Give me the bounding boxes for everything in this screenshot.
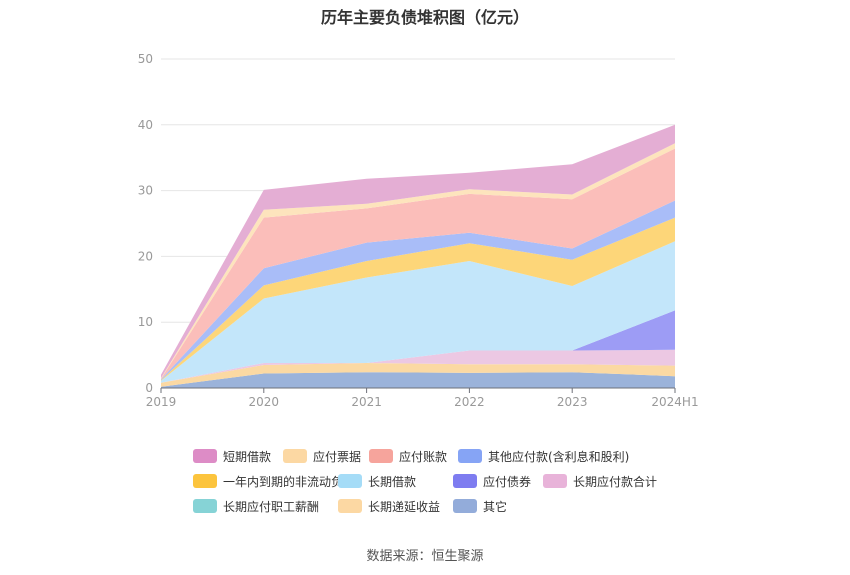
legend-item[interactable]: 应付票据: [283, 448, 361, 464]
area-series-5: [161, 241, 675, 383]
y-tick-label: 10: [138, 315, 153, 329]
legend-swatch: [193, 449, 217, 463]
legend-label: 其他应付款(含利息和股利): [488, 449, 630, 464]
legend-item[interactable]: 长期借款: [338, 473, 416, 489]
legend-label: 长期借款: [368, 474, 417, 489]
y-tick-label: 20: [138, 249, 153, 263]
legend-label: 长期应付职工薪酬: [223, 499, 320, 514]
y-tick-label: 50: [138, 52, 153, 66]
legend-item[interactable]: 短期借款: [193, 448, 271, 464]
x-tick-label: 2020: [249, 395, 280, 409]
legend-item[interactable]: 其它: [453, 498, 507, 514]
legend-label: 长期应付款合计: [573, 474, 658, 489]
legend-swatch: [193, 499, 217, 513]
y-tick-label: 40: [138, 118, 153, 132]
legend-item[interactable]: 应付账款: [369, 448, 447, 464]
x-tick-label: 2021: [351, 395, 382, 409]
legend-swatch: [458, 449, 482, 463]
legend-label: 应付债券: [483, 474, 532, 489]
legend-label: 应付账款: [399, 449, 448, 464]
area-series-10: [161, 124, 675, 379]
area-series-6: [161, 217, 675, 381]
legend-swatch: [453, 474, 477, 488]
legend-label: 应付票据: [313, 449, 362, 464]
area-series-8: [161, 148, 675, 380]
y-tick-label: 0: [145, 381, 153, 395]
legend-label: 短期借款: [223, 449, 272, 464]
axis-layer: 0 10 20 30 40 50 2019 2020 2021 2022 2023 2024H1: [138, 52, 699, 409]
area-series-1: [161, 363, 675, 387]
legend-label: 长期递延收益: [368, 499, 441, 514]
legend-item[interactable]: 一年内到期的非流动负债: [193, 473, 355, 489]
legend-label: 其它: [483, 499, 508, 514]
legend-item[interactable]: 其他应付款(含利息和股利): [458, 448, 629, 464]
x-tick-label: 2024H1: [651, 395, 698, 409]
chart-title: 历年主要负债堆积图（亿元）: [320, 8, 529, 27]
legend-swatch: [193, 474, 217, 488]
area-series-3: [161, 349, 675, 383]
legend-swatch: [543, 474, 567, 488]
x-tick-label: 2019: [146, 395, 177, 409]
legend-swatch: [338, 499, 362, 513]
stacked-area-chart: 0 10 20 30 40 50 2019 2020 2021 2022 2023 2024H1: [138, 52, 699, 409]
legend-item[interactable]: 长期应付职工薪酬: [193, 498, 319, 514]
legend-swatch: [369, 449, 393, 463]
legend-item[interactable]: 长期递延收益: [338, 498, 440, 514]
area-series-0: [161, 372, 675, 388]
area-layer: [161, 124, 675, 388]
x-tick-label: 2022: [454, 395, 485, 409]
legend-label: 一年内到期的非流动负债: [223, 474, 356, 489]
data-source: 数据来源：恒生聚源: [366, 549, 484, 564]
y-tick-label: 30: [138, 184, 153, 198]
legend-swatch: [283, 449, 307, 463]
area-series-7: [161, 200, 675, 381]
legend-swatch: [338, 474, 362, 488]
legend-item[interactable]: 应付债券: [453, 473, 531, 489]
legend-swatch: [453, 499, 477, 513]
x-tick-label: 2023: [557, 395, 588, 409]
legend-item[interactable]: 长期应付款合计: [543, 473, 657, 489]
